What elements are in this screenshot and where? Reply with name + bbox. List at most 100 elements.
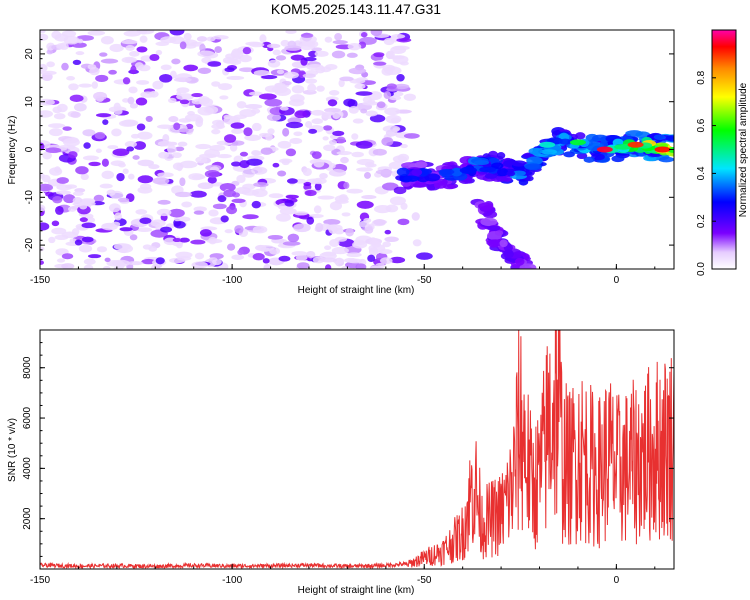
heatmap-cell (305, 78, 318, 84)
heatmap-cell (382, 64, 396, 72)
heatmap-cell (305, 120, 313, 128)
heatmap-cell (197, 182, 214, 190)
heatmap-cell (285, 148, 297, 157)
heatmap-cell (306, 63, 324, 71)
colorbar: 0.0 0.2 0.4 0.6 0.8 Normalized spectral ampl… (696, 29, 749, 276)
heatmap-cell (302, 73, 316, 79)
heatmap-cell (372, 148, 387, 156)
heatmap-cell (339, 76, 354, 82)
heatmap-cell (393, 186, 407, 195)
heatmap-cell (324, 245, 332, 250)
heatmap-cell (148, 164, 160, 170)
heatmap-cell (179, 41, 187, 50)
heatmap-cell (491, 162, 504, 170)
heatmap-cell (295, 254, 308, 261)
heatmap-cell (360, 108, 368, 114)
heatmap-cell (246, 158, 263, 166)
heatmap-cell (524, 163, 542, 171)
heatmap-cell (284, 200, 295, 207)
heatmap-cell (195, 156, 208, 164)
heatmap-cell (212, 203, 227, 210)
heatmap-cell (384, 236, 399, 243)
heatmap-cell (496, 176, 509, 182)
heatmap-cell (75, 166, 89, 175)
heatmap-cell (526, 156, 543, 166)
heatmap-cell (40, 246, 45, 252)
heatmap-cell (260, 147, 273, 155)
heatmap-cell (212, 35, 229, 40)
heatmap-cell (256, 244, 275, 252)
heatmap-cell (253, 182, 269, 188)
heatmap-cell (62, 126, 72, 131)
heatmap-cell (477, 202, 494, 210)
heatmap-cell (42, 151, 52, 160)
heatmap-cell (367, 254, 376, 263)
heatmap-cell (173, 216, 191, 222)
heatmap-cell (411, 212, 420, 221)
snr-y-label: SNR (10 * v/v) (7, 418, 18, 482)
heatmap-cell (539, 141, 556, 148)
heatmap-cell (323, 144, 336, 152)
heatmap-cell (190, 239, 206, 245)
heatmap-cell (199, 97, 214, 107)
heatmap-cell (392, 55, 409, 65)
heatmap-cell (281, 159, 290, 166)
heatmap-cell (583, 156, 595, 163)
heatmap-cell (149, 53, 160, 61)
heatmap-cell (388, 161, 406, 170)
heatmap-cell (171, 58, 181, 65)
heatmap-cell (101, 158, 109, 167)
heatmap-cell (303, 181, 312, 187)
heatmap-cell (209, 144, 226, 152)
heatmap-cell (51, 227, 67, 235)
heatmap-cell (654, 146, 671, 153)
heatmap-cell (576, 152, 588, 159)
heatmap-cell (141, 258, 156, 265)
heatmap-cell (217, 195, 227, 203)
heatmap-cell (178, 128, 189, 133)
heatmap-cell (653, 134, 666, 140)
spectrogram-x-ticks: -150 -100 -50 0 (30, 264, 656, 286)
heatmap-cell (104, 257, 111, 262)
heatmap-cell (52, 196, 63, 204)
heatmap-cell (40, 70, 57, 76)
spectrogram-x-label: Height of straight line (km) (298, 285, 415, 296)
y-tick-label: 20 (24, 48, 35, 60)
heatmap-cell (208, 236, 217, 245)
heatmap-cell (176, 93, 194, 101)
heatmap-cell (195, 143, 212, 150)
heatmap-cell (226, 75, 245, 80)
heatmap-cell (311, 47, 323, 52)
heatmap-cell (136, 123, 146, 131)
heatmap-cell (296, 262, 310, 269)
heatmap-cell (157, 199, 171, 205)
heatmap-cell (48, 128, 63, 137)
heatmap-cell (497, 168, 509, 177)
heatmap-cell (356, 167, 373, 172)
heatmap-cell (480, 217, 498, 227)
heatmap-cell (264, 98, 283, 107)
heatmap-cell (220, 215, 229, 223)
heatmap-cell (194, 252, 205, 260)
heatmap-cell (336, 150, 353, 156)
heatmap-cell (506, 170, 516, 177)
heatmap-cell (72, 191, 84, 196)
heatmap-cell (189, 190, 207, 198)
heatmap-cell (325, 264, 332, 269)
heatmap-cell (118, 120, 137, 127)
heatmap-cell (82, 129, 96, 137)
heatmap-cell (103, 265, 111, 269)
heatmap-cell (148, 246, 158, 252)
heatmap-cell (226, 243, 236, 251)
heatmap-cell (303, 57, 317, 62)
heatmap-cell (282, 241, 301, 246)
heatmap-cell (251, 150, 263, 156)
heatmap-cell (316, 85, 325, 92)
y-tick-label: 6000 (22, 406, 33, 429)
heatmap-cell (124, 57, 135, 63)
heatmap-cell (83, 258, 96, 265)
heatmap-cell (152, 80, 164, 90)
heatmap-cell (122, 168, 129, 175)
heatmap-cell (386, 83, 397, 90)
heatmap-cell (93, 91, 108, 101)
